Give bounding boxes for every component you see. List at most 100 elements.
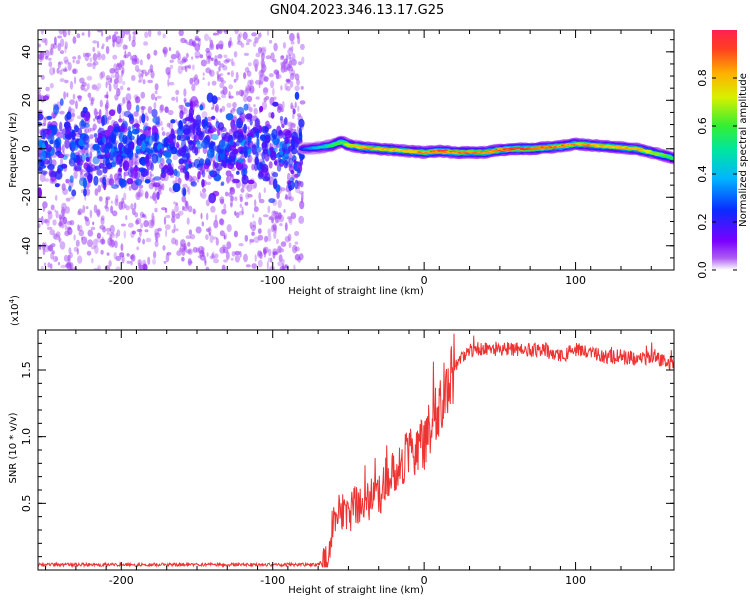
noise-blob (135, 96, 141, 104)
noise-blob (131, 128, 140, 135)
noise-speckle (57, 35, 63, 39)
noise-speckle (52, 255, 58, 263)
noise-blob (233, 130, 241, 139)
noise-speckle (249, 238, 252, 245)
snr-ytick-label: 1.0 (20, 428, 33, 446)
noise-speckle (257, 251, 263, 258)
noise-speckle (41, 123, 46, 127)
noise-speckle (68, 247, 72, 255)
noise-speckle (86, 62, 93, 67)
noise-speckle (166, 251, 172, 256)
noise-blob (186, 116, 194, 121)
noise-speckle (66, 92, 69, 98)
noise-speckle (168, 122, 173, 130)
noise-speckle (57, 61, 61, 69)
noise-speckle (104, 265, 111, 270)
noise-speckle (53, 67, 56, 75)
noise-blob (46, 152, 50, 157)
noise-speckle (229, 187, 236, 195)
noise-speckle (290, 212, 297, 220)
noise-speckle (270, 80, 275, 89)
noise-speckle (59, 50, 65, 54)
noise-blob (294, 179, 299, 190)
noise-speckle (284, 265, 288, 269)
noise-speckle (287, 47, 294, 57)
noise-speckle (205, 234, 209, 241)
noise-speckle (244, 66, 250, 73)
noise-speckle (239, 203, 242, 208)
noise-speckle (253, 58, 259, 68)
snr-x-axis-label: Height of straight line (km) (288, 585, 424, 596)
noise-speckle (150, 70, 155, 79)
noise-speckle (43, 244, 50, 253)
noise-speckle (219, 230, 225, 237)
noise-speckle (235, 212, 240, 219)
noise-speckle (189, 175, 193, 183)
noise-speckle (110, 77, 113, 84)
noise-speckle (288, 60, 293, 68)
noise-speckle (285, 78, 291, 83)
noise-blob (126, 178, 134, 185)
noise-speckle (245, 264, 251, 268)
noise-speckle (260, 69, 266, 74)
noise-speckle (154, 96, 158, 101)
noise-speckle (267, 257, 271, 263)
noise-speckle (277, 106, 280, 110)
noise-speckle (105, 109, 109, 117)
noise-speckle (42, 207, 45, 212)
noise-speckle (157, 30, 162, 36)
colorbar-tick-label: 0.8 (696, 69, 709, 87)
noise-blob (264, 172, 271, 182)
noise-speckle (61, 144, 65, 153)
noise-blob (270, 150, 277, 161)
noise-blob (199, 104, 204, 111)
spectrogram-frame (37, 29, 675, 271)
noise-speckle (239, 155, 243, 159)
noise-speckle (98, 196, 103, 202)
noise-speckle (50, 43, 55, 50)
noise-speckle (225, 175, 232, 183)
noise-speckle (252, 41, 257, 48)
noise-blob (288, 165, 295, 173)
noise-speckle (124, 30, 131, 35)
noise-speckle (125, 205, 130, 211)
noise-blob (185, 102, 191, 107)
noise-speckle (142, 238, 146, 245)
noise-blob (273, 160, 278, 166)
noise-speckle (288, 196, 294, 202)
noise-speckle (266, 261, 269, 270)
noise-blob (132, 166, 141, 172)
noise-speckle (296, 125, 299, 135)
noise-speckle (47, 262, 51, 268)
noise-speckle (284, 222, 288, 232)
noise-speckle (123, 230, 127, 239)
noise-speckle (171, 210, 176, 218)
spectrogram-ytick-label: 20 (20, 93, 33, 107)
noise-speckle (271, 224, 275, 233)
noise-speckle (186, 204, 190, 210)
noise-speckle (204, 260, 207, 266)
noise-speckle (202, 188, 207, 193)
snr-series-line (38, 333, 674, 569)
noise-speckle (85, 188, 91, 196)
noise-speckle (137, 236, 141, 244)
noise-blob (182, 118, 187, 124)
snr-y-multiplier-exponent: 4 (8, 298, 16, 303)
noise-blob (291, 147, 298, 155)
noise-speckle (257, 228, 262, 234)
noise-blob (97, 132, 103, 139)
noise-speckle (64, 59, 70, 65)
noise-speckle (274, 224, 278, 234)
noise-speckle (238, 89, 245, 97)
noise-speckle (191, 175, 197, 182)
noise-speckle (262, 87, 268, 96)
noise-speckle (92, 123, 97, 131)
noise-speckle (157, 227, 162, 232)
noise-blob (151, 153, 159, 164)
noise-speckle (234, 254, 240, 263)
noise-speckle (98, 177, 104, 183)
noise-speckle (287, 233, 292, 242)
noise-blob (210, 127, 217, 132)
noise-blob (147, 135, 153, 146)
noise-speckle (109, 234, 113, 242)
